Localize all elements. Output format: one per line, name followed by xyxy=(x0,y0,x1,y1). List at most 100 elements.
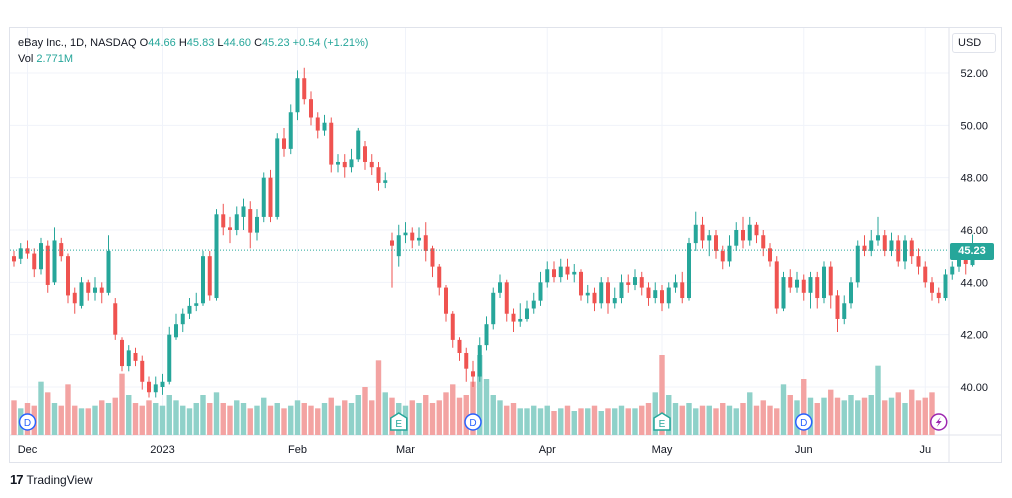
tradingview-brand[interactable]: 17 TradingView xyxy=(10,472,93,487)
candle-body xyxy=(869,240,874,251)
candle-body xyxy=(241,206,246,217)
candle xyxy=(423,222,428,262)
candle xyxy=(687,237,691,301)
candle-body xyxy=(693,224,698,244)
earnings-shape xyxy=(390,412,408,431)
candle xyxy=(282,127,286,157)
candle-body xyxy=(214,214,219,299)
volume-bar xyxy=(436,400,442,435)
candle-body xyxy=(52,240,57,283)
symbol-label[interactable]: eBay Inc., 1D, NASDAQ xyxy=(18,37,137,49)
candle xyxy=(187,298,192,319)
volume-bar xyxy=(355,395,361,435)
volume-bar xyxy=(463,395,469,435)
chart-frame[interactable] xyxy=(9,27,1002,463)
x-tick-label: 2023 xyxy=(150,444,174,456)
dividend-event-icon[interactable]: D xyxy=(18,413,37,431)
currency-button[interactable]: USD xyxy=(952,33,996,53)
volume-bar xyxy=(551,411,557,435)
candle xyxy=(201,250,205,306)
candle xyxy=(268,169,273,223)
candle xyxy=(295,70,300,121)
candle xyxy=(464,347,469,382)
candle-body xyxy=(302,78,307,100)
candle-body xyxy=(93,287,97,293)
candle-body xyxy=(363,146,367,162)
candle-body xyxy=(187,305,192,314)
candle xyxy=(160,373,165,395)
candle-body xyxy=(194,303,199,306)
candle xyxy=(39,237,43,275)
volume-bar xyxy=(213,392,220,435)
candle-body xyxy=(113,303,118,335)
volume-bar xyxy=(227,405,233,435)
candle xyxy=(113,298,118,340)
candle-body xyxy=(923,266,928,283)
volume-bar xyxy=(382,392,388,435)
candle-body xyxy=(295,78,300,113)
y-tick-label: 40.00 xyxy=(960,382,988,394)
candle xyxy=(133,347,138,367)
candle xyxy=(943,269,948,301)
volume-bar xyxy=(375,360,382,435)
dividend-event-icon[interactable]: D xyxy=(795,413,813,431)
candle xyxy=(592,287,597,312)
candle xyxy=(673,274,678,293)
volume-bar xyxy=(335,405,341,435)
candle xyxy=(606,277,610,314)
x-tick-label: Ju xyxy=(919,444,931,456)
candle-body xyxy=(626,282,631,285)
volume-bar xyxy=(342,400,348,435)
candle-body xyxy=(808,277,813,293)
volume-bar xyxy=(234,400,240,435)
candle xyxy=(444,284,448,322)
candle xyxy=(531,292,536,314)
y-tick-label: 52.00 xyxy=(960,68,988,80)
volume-bar xyxy=(288,405,294,435)
earnings-event-icon[interactable]: E xyxy=(390,412,408,431)
earnings-event-icon[interactable]: E xyxy=(653,412,671,431)
volume-bar xyxy=(909,389,915,435)
volume-bar xyxy=(834,397,841,435)
dividend-event-icon[interactable]: D xyxy=(464,413,482,431)
volume-bar xyxy=(855,400,861,435)
volume-bar xyxy=(888,397,895,435)
candle xyxy=(525,300,529,322)
volume-bar xyxy=(443,392,449,435)
volume-bar xyxy=(186,408,193,435)
candle-body xyxy=(66,256,70,296)
volume-bar xyxy=(247,408,253,435)
candle-body xyxy=(450,313,455,340)
candle-body xyxy=(862,245,867,251)
candle-body xyxy=(639,277,644,288)
close-label: C xyxy=(254,37,263,49)
candle xyxy=(120,337,124,372)
candle-body xyxy=(410,232,415,241)
candle-body xyxy=(248,209,253,233)
volume-bar xyxy=(180,405,186,435)
volume-bar xyxy=(578,408,584,435)
volume-bar xyxy=(321,403,328,435)
dividend-letter: D xyxy=(800,418,807,429)
candle xyxy=(93,277,97,301)
candle xyxy=(504,279,509,322)
candle-body xyxy=(849,282,853,304)
split-bolt xyxy=(935,417,942,427)
brand-label: TradingView xyxy=(26,472,93,487)
volume-bar xyxy=(132,403,139,435)
split-event-icon[interactable] xyxy=(930,413,948,431)
volume-bar xyxy=(348,403,355,435)
candle-body xyxy=(680,282,685,299)
candle xyxy=(666,282,671,309)
candle xyxy=(52,227,57,285)
candle-body xyxy=(896,240,901,262)
volume-bar xyxy=(726,405,733,435)
candle xyxy=(86,279,91,301)
candle-body xyxy=(477,345,482,377)
volume-bar xyxy=(868,395,874,435)
candle-body xyxy=(140,360,145,382)
candle-body xyxy=(552,269,556,278)
candle-body xyxy=(930,282,934,293)
candle-body xyxy=(396,235,401,257)
